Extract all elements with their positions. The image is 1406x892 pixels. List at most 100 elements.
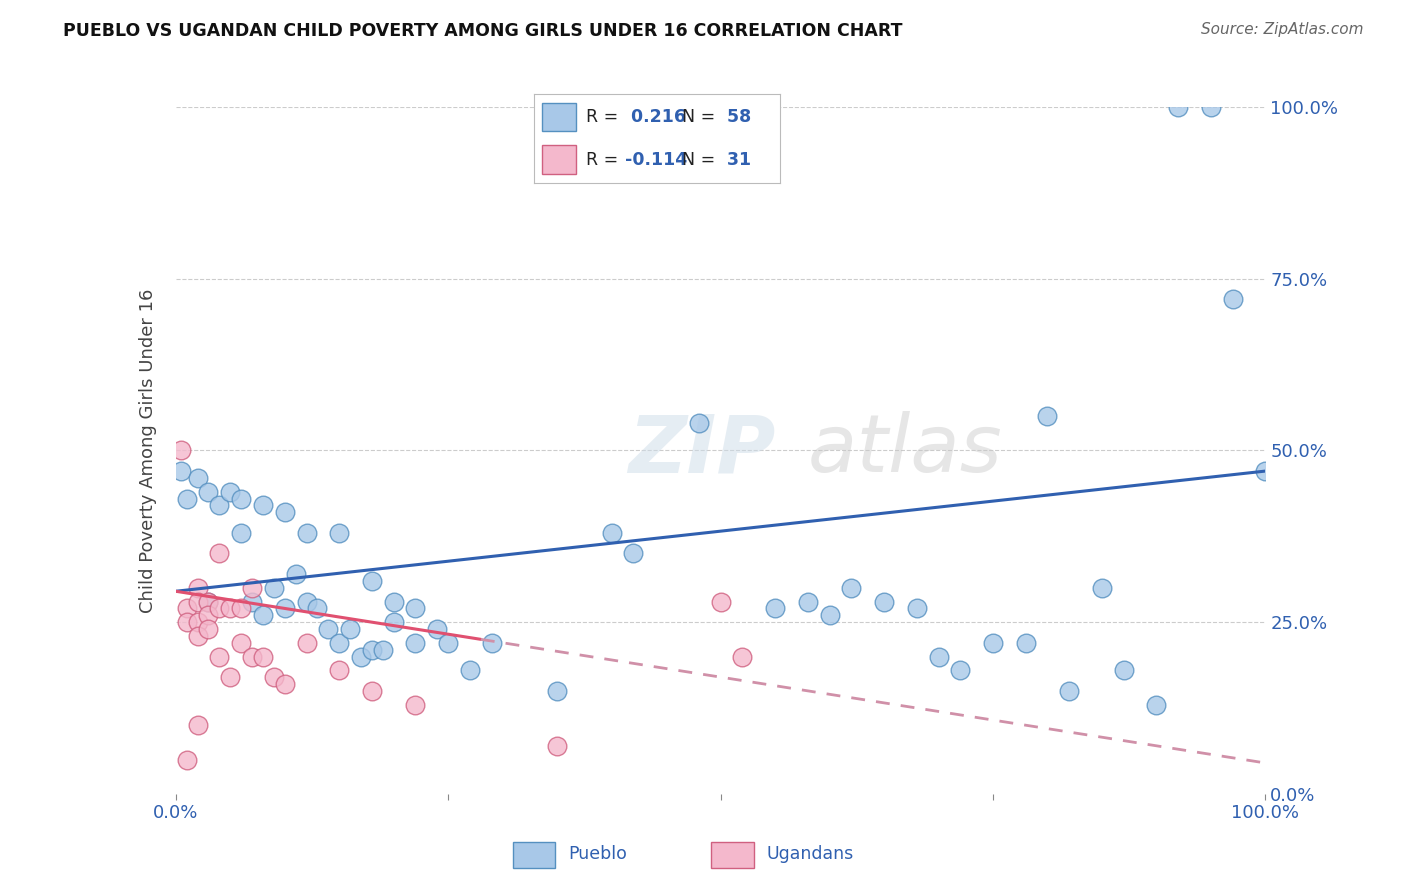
Point	[231, 491, 253, 506]
Point	[339, 622, 361, 636]
Point	[1015, 636, 1038, 650]
Point	[1036, 409, 1059, 423]
FancyBboxPatch shape	[513, 842, 555, 868]
Text: R =: R =	[586, 151, 619, 169]
Point	[1222, 293, 1244, 307]
Point	[197, 608, 219, 623]
Point	[219, 601, 242, 615]
Point	[219, 484, 242, 499]
Text: N =: N =	[682, 151, 716, 169]
Point	[328, 636, 350, 650]
Text: Source: ZipAtlas.com: Source: ZipAtlas.com	[1201, 22, 1364, 37]
Point	[481, 636, 503, 650]
Point	[186, 581, 209, 595]
Point	[295, 636, 318, 650]
Point	[710, 594, 733, 608]
Point	[186, 615, 209, 630]
Text: R =: R =	[586, 108, 619, 126]
Point	[176, 615, 198, 630]
FancyBboxPatch shape	[541, 103, 576, 131]
Point	[458, 663, 481, 677]
Point	[621, 546, 644, 561]
Point	[197, 594, 219, 608]
Point	[905, 601, 928, 615]
Point	[328, 663, 350, 677]
Text: Pueblo: Pueblo	[568, 845, 627, 863]
Point	[240, 581, 263, 595]
Point	[600, 525, 623, 540]
Point	[231, 525, 253, 540]
Text: 58: 58	[721, 108, 752, 126]
Text: atlas: atlas	[807, 411, 1002, 490]
Point	[1199, 100, 1222, 114]
Text: 31: 31	[721, 151, 751, 169]
Point	[208, 649, 231, 664]
Point	[796, 594, 818, 608]
Point	[231, 601, 253, 615]
Point	[274, 505, 297, 519]
Point	[208, 546, 231, 561]
Point	[208, 601, 231, 615]
Point	[197, 594, 219, 608]
Point	[231, 636, 253, 650]
Text: ZIP: ZIP	[628, 411, 775, 490]
Point	[328, 525, 350, 540]
Point	[295, 594, 318, 608]
Point	[263, 670, 285, 684]
Point	[360, 683, 382, 698]
Point	[818, 608, 841, 623]
Point	[274, 677, 297, 691]
Point	[949, 663, 972, 677]
Point	[274, 601, 297, 615]
Point	[176, 491, 198, 506]
Point	[382, 594, 405, 608]
Point	[176, 601, 198, 615]
Point	[307, 601, 329, 615]
Point	[426, 622, 449, 636]
Text: Ugandans: Ugandans	[766, 845, 853, 863]
Text: PUEBLO VS UGANDAN CHILD POVERTY AMONG GIRLS UNDER 16 CORRELATION CHART: PUEBLO VS UGANDAN CHILD POVERTY AMONG GI…	[63, 22, 903, 40]
FancyBboxPatch shape	[711, 842, 754, 868]
Point	[1254, 464, 1277, 478]
Point	[186, 629, 209, 643]
Point	[263, 581, 285, 595]
Point	[763, 601, 786, 615]
Point	[295, 525, 318, 540]
Text: 0.216: 0.216	[626, 108, 686, 126]
Point	[1091, 581, 1114, 595]
Point	[252, 649, 274, 664]
Text: N =: N =	[682, 108, 716, 126]
Point	[318, 622, 340, 636]
Point	[360, 642, 382, 657]
Point	[981, 636, 1004, 650]
Point	[405, 698, 427, 712]
Point	[240, 649, 263, 664]
Point	[1057, 683, 1080, 698]
Point	[546, 739, 568, 753]
Point	[382, 615, 405, 630]
Point	[219, 670, 242, 684]
FancyBboxPatch shape	[541, 145, 576, 174]
Point	[350, 649, 373, 664]
Point	[208, 499, 231, 513]
Point	[1167, 100, 1189, 114]
Point	[170, 443, 193, 458]
Point	[240, 594, 263, 608]
Point	[688, 416, 710, 430]
Point	[437, 636, 460, 650]
Point	[284, 567, 307, 582]
Point	[197, 484, 219, 499]
Point	[1144, 698, 1167, 712]
Point	[186, 471, 209, 485]
Point	[405, 601, 427, 615]
Point	[405, 636, 427, 650]
Point	[186, 718, 209, 732]
Point	[197, 622, 219, 636]
Point	[371, 642, 394, 657]
Point	[1112, 663, 1135, 677]
Point	[546, 683, 568, 698]
Y-axis label: Child Poverty Among Girls Under 16: Child Poverty Among Girls Under 16	[139, 288, 157, 613]
Point	[873, 594, 896, 608]
Point	[186, 594, 209, 608]
Point	[170, 464, 193, 478]
